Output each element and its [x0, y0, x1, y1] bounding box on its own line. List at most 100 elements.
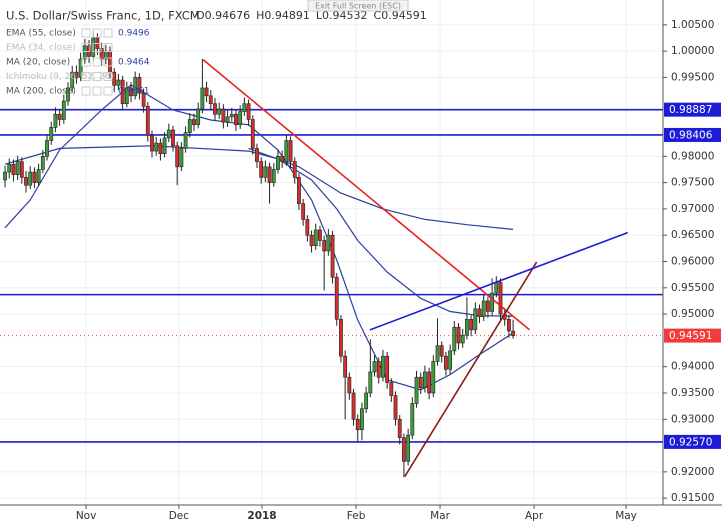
candle-body: [158, 142, 163, 154]
y-tick-label: 0.91500: [671, 492, 714, 504]
indicator-icon: [81, 28, 91, 38]
exit-fullscreen[interactable]: Exit Full Screen (ESC): [315, 2, 401, 11]
x-tick-label: Apr: [525, 510, 544, 522]
candles: [3, 31, 516, 478]
candle-body: [259, 161, 264, 178]
candle-body: [3, 171, 7, 181]
candle-body: [414, 376, 419, 404]
indicator-icon: [81, 72, 91, 81]
candle-body: [28, 171, 33, 186]
candle-body: [460, 334, 465, 344]
candle-body: [57, 113, 62, 120]
price-label: 0.94591: [669, 330, 712, 342]
indicator-value: 0.9661: [118, 87, 150, 97]
candle-body: [326, 234, 331, 252]
candle-body: [376, 361, 381, 378]
trendline: [404, 261, 538, 478]
candle-body: [137, 77, 142, 94]
x-tick-label: Nov: [76, 510, 97, 522]
indicator-name: MA (20, close): [6, 58, 70, 68]
y-tick-label: 0.99500: [671, 71, 714, 83]
candle-body: [145, 106, 150, 136]
candle-body: [271, 169, 276, 183]
candle-body: [339, 319, 343, 357]
candle-body: [11, 163, 16, 176]
exit-fullscreen-button[interactable]: [307, 0, 409, 12]
candle-body: [477, 308, 482, 318]
candle-body: [255, 148, 259, 162]
x-tick-label: Feb: [347, 510, 366, 522]
price-label: 0.92570: [669, 436, 712, 448]
candle-body: [192, 119, 196, 126]
candle-body: [297, 177, 301, 204]
candle-body: [431, 361, 436, 394]
candle-body: [187, 119, 192, 133]
y-tick-label: 0.97000: [671, 203, 714, 215]
indicator-icon: [92, 72, 102, 81]
trendline: [202, 59, 530, 331]
candle-body: [124, 87, 129, 105]
candle-body: [381, 355, 385, 378]
candle-body: [351, 392, 356, 420]
price-label: 0.98406: [669, 129, 713, 141]
y-tick-label: 0.94000: [671, 361, 714, 373]
candle-body: [276, 156, 280, 170]
candle-body: [217, 108, 222, 115]
candle-body: [313, 229, 318, 247]
candle-body: [36, 169, 41, 183]
indicator-icon: [103, 43, 113, 52]
candle-body: [263, 166, 268, 178]
candle-body: [494, 282, 499, 294]
candle-body: [355, 418, 360, 431]
candle-body: [32, 171, 37, 183]
x-tick-label: 2018: [247, 510, 276, 522]
candle-body: [246, 103, 251, 120]
candle-body: [364, 392, 369, 410]
candle-body: [372, 361, 377, 373]
candle-body: [410, 403, 415, 436]
candle-body: [108, 50, 112, 73]
candle-body: [427, 371, 432, 394]
axis-labels: 1.00500 1.00000 0.99500 0.98000 0.97500 0.970…: [76, 19, 721, 522]
price-label-box: [664, 127, 721, 142]
price-label-box: [664, 102, 721, 117]
candle-body: [507, 319, 511, 332]
indicator-icon: [92, 57, 102, 67]
candle-body: [288, 140, 293, 162]
y-tick-label: 0.92000: [671, 466, 714, 478]
candle-body: [465, 319, 469, 336]
y-tick-label: 1.00500: [671, 19, 714, 31]
candle-body: [481, 300, 486, 318]
candle-body: [229, 113, 234, 118]
indicator-icon: [81, 86, 91, 96]
x-tick-label: May: [615, 510, 637, 522]
candle-body: [74, 71, 79, 78]
candle-body: [511, 330, 516, 336]
candle-body: [175, 145, 180, 168]
candle-body: [78, 58, 83, 78]
candle-body: [309, 234, 314, 247]
candle-body: [129, 87, 133, 97]
candle-body: [498, 282, 503, 315]
candle-body: [444, 355, 448, 370]
candle-body: [347, 376, 352, 394]
candle-body: [208, 95, 213, 105]
candle-body: [385, 355, 390, 383]
candle-body: [330, 234, 335, 278]
indicator-icon: [103, 72, 113, 81]
candle-body: [204, 87, 209, 97]
price-label: 0.98887: [669, 104, 712, 116]
candle-body: [45, 140, 49, 157]
indicator-name: MA (200, close): [6, 87, 76, 97]
chart-title: U.S. Dollar/Swiss Franc, 1D, FXCM: [6, 9, 200, 23]
candle-body: [120, 79, 125, 105]
candle-body: [343, 355, 348, 378]
y-tick-label: 0.93500: [671, 387, 714, 399]
candle-body: [402, 437, 406, 462]
y-tick-label: 0.96500: [671, 229, 714, 241]
candle-body: [116, 79, 121, 86]
candle-body: [225, 116, 230, 123]
candle-body: [53, 113, 58, 128]
ohlc-readout: C0.94591: [374, 9, 427, 22]
candle-body: [213, 103, 217, 115]
